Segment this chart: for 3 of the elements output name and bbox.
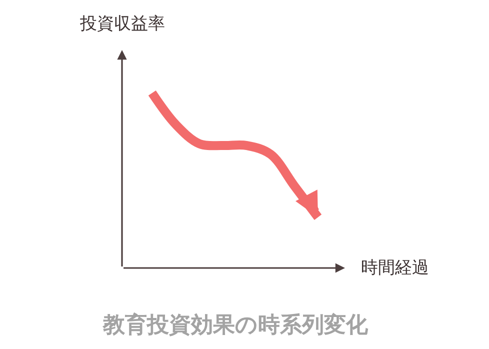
- text: 教育投資効果の時系列変化: [102, 312, 369, 338]
- y-axis-title: 投資収益率: [79, 14, 165, 34]
- x-axis-title: 時間経過: [361, 258, 429, 278]
